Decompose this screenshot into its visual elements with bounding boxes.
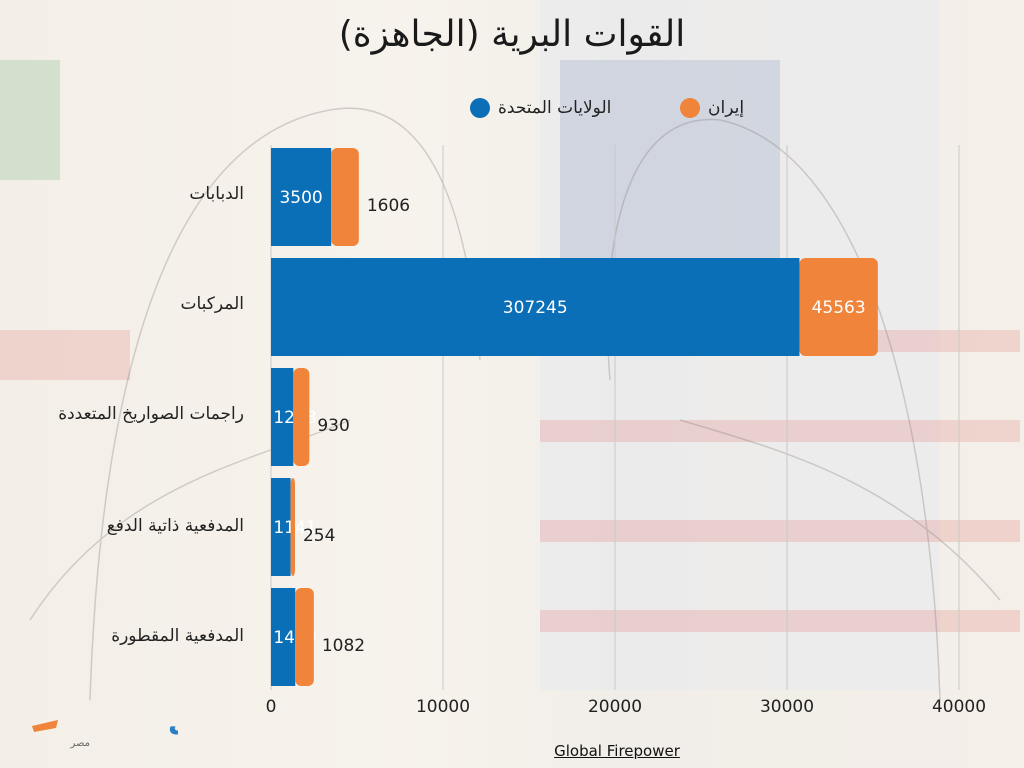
legend-item-usa: الولايات المتحدة [470,96,611,120]
bar-usa [271,258,800,356]
bar-usa [271,478,291,576]
bar-iran [331,148,359,246]
data-label: 1141 [273,518,316,538]
category-label: المدفعية ذاتية الدفع [106,516,244,536]
x-tick-label: 0 [265,697,277,717]
data-label: 307245 [503,298,568,318]
x-tick-label: 20000 [587,697,643,717]
legend-label-iran: إيران [708,98,745,118]
bar-iran [290,478,295,576]
logo-text: تليجراف [168,708,178,741]
bar-usa [271,588,296,686]
legend-label-usa: الولايات المتحدة [498,98,612,118]
bar-usa [271,148,332,246]
bar-iran [293,368,310,466]
category-label: المدفعية المقطورة [111,626,244,646]
bar-iran [799,258,878,356]
logo: تليجراف مصر [28,700,281,754]
chart-title: القوات البرية (الجاهزة) [338,14,686,55]
legend-swatch-usa [470,98,490,118]
x-tick-label: 40000 [931,697,987,717]
data-label: 3500 [279,188,322,208]
data-label: 45563 [812,298,866,318]
data-label: 1409 [273,628,316,648]
logo-subtext: مصر [69,738,90,749]
source-link[interactable]: Global Firepower [554,742,680,760]
data-label: 1606 [367,196,410,216]
x-tick-label: 10000 [415,697,471,717]
legend-item-iran: إيران [680,96,744,120]
category-label: الدبابات [189,184,244,204]
data-label: 930 [317,416,349,436]
bar-iran [295,588,314,686]
x-tick-label: 30000 [759,697,815,717]
category-label: المركبات [180,294,244,314]
bar-usa [271,368,294,466]
category-label: راجمات الصواريخ المتعددة [58,404,244,424]
data-label: 254 [303,526,335,546]
data-label: 1298 [273,408,316,428]
legend-swatch-iran [680,98,700,118]
data-label: 1082 [322,636,365,656]
